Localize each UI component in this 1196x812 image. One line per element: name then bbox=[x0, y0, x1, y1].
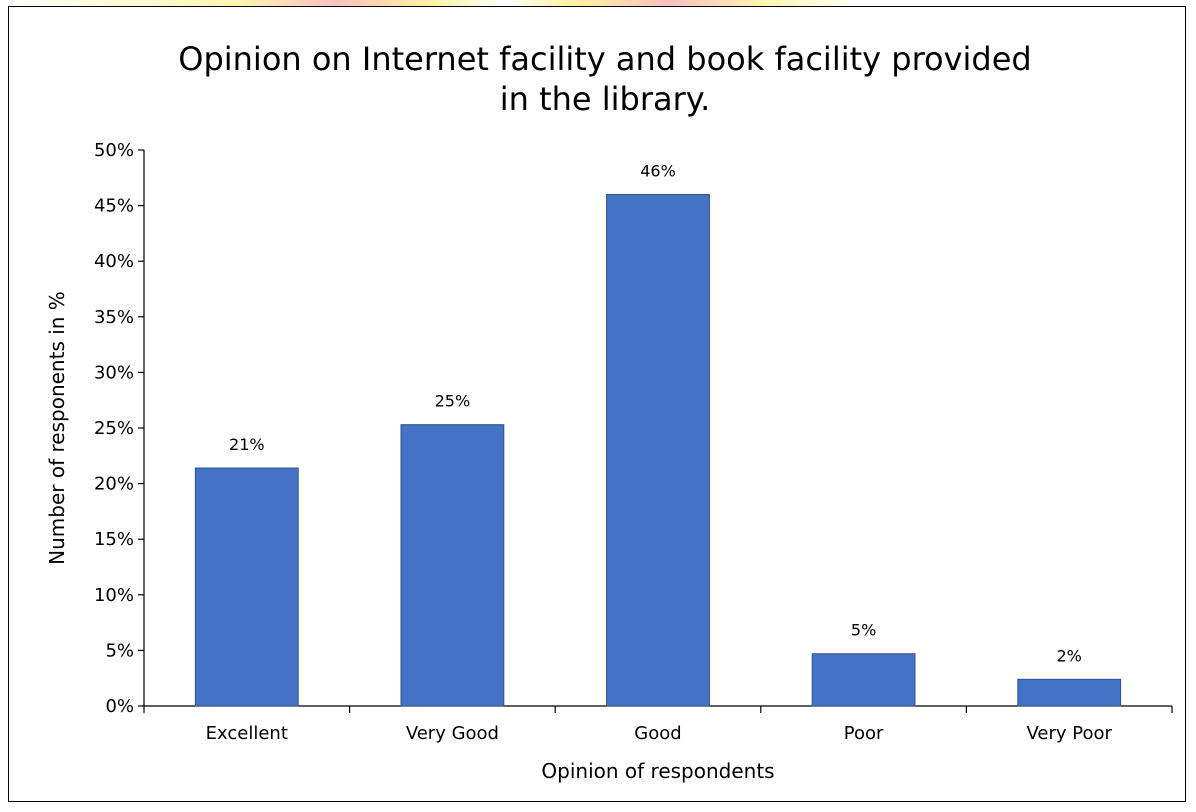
y-axis-title: Number of responents in % bbox=[45, 291, 69, 565]
y-axis: 0% 5% 10% 15% 20% 25% 30% 35% 40% 45% 50% bbox=[94, 140, 145, 717]
data-label: 46% bbox=[640, 161, 676, 180]
bar-poor bbox=[811, 653, 916, 707]
y-tick-label: 10% bbox=[94, 585, 134, 606]
watermark-band bbox=[0, 0, 1196, 6]
bars bbox=[194, 193, 1122, 707]
chart-title-line-2: in the library. bbox=[500, 80, 711, 118]
bar-good bbox=[606, 193, 710, 707]
y-tick-label: 25% bbox=[94, 418, 134, 439]
data-label: 5% bbox=[851, 621, 876, 640]
x-tick-label: Excellent bbox=[206, 723, 288, 744]
y-tick-label: 20% bbox=[94, 474, 134, 495]
chart-title-line-1: Opinion on Internet facility and book fa… bbox=[178, 40, 1031, 78]
x-tick-label: Good bbox=[634, 723, 681, 744]
data-labels: 21% 25% 46% 5% 2% bbox=[229, 161, 1082, 665]
y-tick-label: 40% bbox=[94, 251, 134, 272]
y-tick-label: 45% bbox=[94, 196, 134, 217]
x-tick-label: Very Good bbox=[406, 723, 499, 744]
bar-very-good bbox=[400, 424, 505, 707]
data-label: 21% bbox=[229, 435, 265, 454]
x-axis-title: Opinion of respondents bbox=[541, 759, 774, 783]
bar-very-poor bbox=[1017, 678, 1122, 707]
data-label: 25% bbox=[435, 392, 471, 411]
x-tick-label: Very Poor bbox=[1026, 723, 1112, 744]
chart-title: Opinion on Internet facility and book fa… bbox=[178, 40, 1031, 118]
data-label: 2% bbox=[1057, 646, 1082, 665]
y-tick-label: 35% bbox=[94, 307, 134, 328]
y-tick-label: 30% bbox=[94, 362, 134, 383]
x-axis: Excellent Very Good Good Poor Very Poor bbox=[143, 705, 1173, 744]
y-tick-label: 0% bbox=[105, 696, 134, 717]
y-tick-label: 5% bbox=[105, 640, 134, 661]
y-tick-label: 50% bbox=[94, 140, 134, 161]
bar-excellent bbox=[194, 467, 299, 707]
x-tick-label: Poor bbox=[844, 723, 884, 744]
y-tick-label: 15% bbox=[94, 529, 134, 550]
